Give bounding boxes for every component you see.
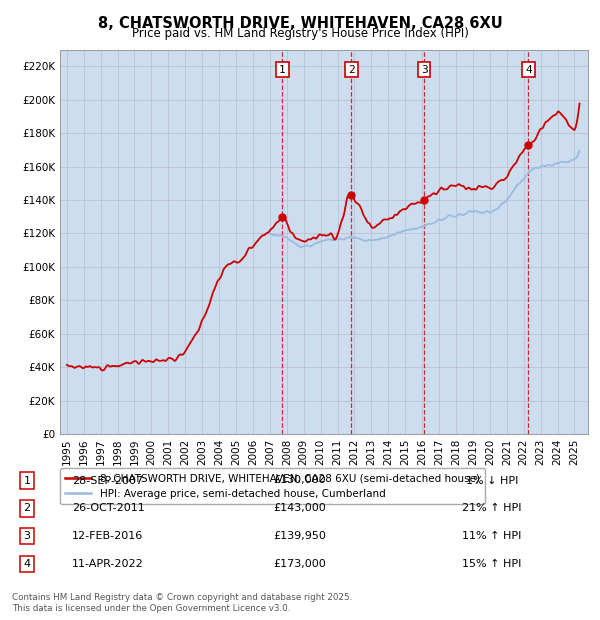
- Text: 11% ↑ HPI: 11% ↑ HPI: [463, 531, 521, 541]
- Text: 2: 2: [23, 503, 31, 513]
- Text: 1% ↓ HPI: 1% ↓ HPI: [466, 476, 518, 485]
- Text: 15% ↑ HPI: 15% ↑ HPI: [463, 559, 521, 569]
- Text: £139,950: £139,950: [274, 531, 326, 541]
- Legend: 8, CHATSWORTH DRIVE, WHITEHAVEN, CA28 6XU (semi-detached house), HPI: Average pr: 8, CHATSWORTH DRIVE, WHITEHAVEN, CA28 6X…: [60, 468, 485, 503]
- Text: £173,000: £173,000: [274, 559, 326, 569]
- Text: 8, CHATSWORTH DRIVE, WHITEHAVEN, CA28 6XU: 8, CHATSWORTH DRIVE, WHITEHAVEN, CA28 6X…: [98, 16, 502, 30]
- Text: 2: 2: [348, 64, 355, 74]
- Text: 28-SEP-2007: 28-SEP-2007: [72, 476, 143, 485]
- Text: 3: 3: [23, 531, 31, 541]
- Text: 4: 4: [525, 64, 532, 74]
- Text: 21% ↑ HPI: 21% ↑ HPI: [462, 503, 522, 513]
- Text: £143,000: £143,000: [274, 503, 326, 513]
- Text: Price paid vs. HM Land Registry's House Price Index (HPI): Price paid vs. HM Land Registry's House …: [131, 27, 469, 40]
- Text: Contains HM Land Registry data © Crown copyright and database right 2025.
This d: Contains HM Land Registry data © Crown c…: [12, 593, 352, 613]
- Text: 3: 3: [421, 64, 428, 74]
- Text: £130,000: £130,000: [274, 476, 326, 485]
- Text: 12-FEB-2016: 12-FEB-2016: [72, 531, 143, 541]
- Text: 11-APR-2022: 11-APR-2022: [72, 559, 144, 569]
- Text: 4: 4: [23, 559, 31, 569]
- Text: 1: 1: [279, 64, 286, 74]
- Text: 26-OCT-2011: 26-OCT-2011: [72, 503, 145, 513]
- Text: 1: 1: [23, 476, 31, 485]
